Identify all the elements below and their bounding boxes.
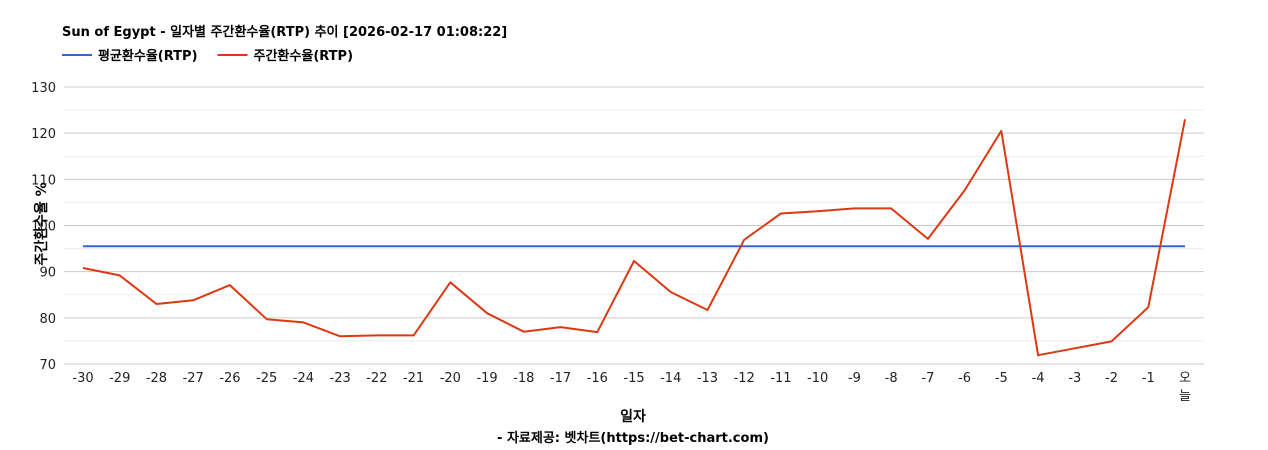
y-tick-label: 120 bbox=[31, 127, 56, 142]
x-tick-label: -8 bbox=[885, 371, 898, 386]
x-tick-label: -26 bbox=[219, 371, 240, 386]
x-tick-label: -28 bbox=[146, 371, 167, 386]
x-tick-label: -17 bbox=[550, 371, 571, 386]
gridlines bbox=[64, 86, 1204, 365]
legend-label: 평균환수율(RTP) bbox=[98, 48, 198, 64]
x-tick-label: -24 bbox=[293, 371, 314, 386]
y-tick-label: 70 bbox=[39, 358, 56, 373]
x-tick-label: -15 bbox=[623, 371, 644, 386]
x-tick-label: 늘 bbox=[1179, 389, 1191, 404]
x-tick-label: 오 bbox=[1179, 371, 1191, 386]
x-tick-label: -14 bbox=[660, 371, 681, 386]
x-axis-label: 일자 bbox=[620, 409, 646, 425]
x-tick-label: -22 bbox=[366, 371, 387, 386]
x-tick-label: -10 bbox=[807, 371, 828, 386]
x-tick-label: -19 bbox=[476, 371, 497, 386]
x-tick-label: -27 bbox=[183, 371, 204, 386]
x-tick-label: -23 bbox=[330, 371, 351, 386]
x-tick-label: -18 bbox=[513, 371, 534, 386]
y-tick-label: 80 bbox=[39, 312, 56, 327]
y-axis-ticks: 70 80 90 100 110 120 130 bbox=[31, 81, 56, 373]
x-tick-label: -12 bbox=[734, 371, 755, 386]
data-source-footer: - 자료제공: 벳차트(https://bet-chart.com) bbox=[497, 430, 769, 446]
weekly-rtp-line bbox=[82, 119, 1186, 357]
y-tick-label: 110 bbox=[31, 173, 56, 188]
legend-label: 주간환수율(RTP) bbox=[254, 48, 354, 64]
x-tick-label: -16 bbox=[587, 371, 608, 386]
x-tick-label: -2 bbox=[1105, 371, 1118, 386]
x-tick-label: -7 bbox=[921, 371, 934, 386]
legend-item[interactable]: 평균환수율(RTP) bbox=[62, 48, 198, 64]
x-tick-label: -13 bbox=[697, 371, 718, 386]
x-tick-label: -20 bbox=[440, 371, 461, 386]
x-axis-ticks: -30 -29 -28 -27 -26 -25 -24 -23 -22 -21 -20 -19 -18 -… bbox=[72, 371, 1191, 404]
y-tick-label: 100 bbox=[31, 220, 56, 235]
y-axis-label: 주간환수율 % bbox=[33, 182, 50, 265]
x-tick-label: -30 bbox=[72, 371, 93, 386]
series-lines bbox=[82, 119, 1186, 357]
chart-title: Sun of Egypt - 일자별 주간환수율(RTP) 추이 [2026-0… bbox=[62, 24, 507, 40]
x-tick-label: -29 bbox=[109, 371, 130, 386]
x-tick-label: -25 bbox=[256, 371, 277, 386]
x-tick-label: -5 bbox=[995, 371, 1008, 386]
y-tick-label: 130 bbox=[31, 81, 56, 96]
x-tick-label: -3 bbox=[1068, 371, 1081, 386]
x-tick-label: -4 bbox=[1032, 371, 1045, 386]
legend[interactable]: 평균환수율(RTP) 주간환수율(RTP) bbox=[62, 48, 353, 64]
x-tick-label: -9 bbox=[848, 371, 861, 386]
x-tick-label: -11 bbox=[770, 371, 791, 386]
x-tick-label: -21 bbox=[403, 371, 424, 386]
x-tick-label: -1 bbox=[1142, 371, 1155, 386]
x-tick-label: -6 bbox=[958, 371, 971, 386]
y-tick-label: 90 bbox=[39, 266, 56, 281]
legend-item[interactable]: 주간환수율(RTP) bbox=[217, 48, 354, 64]
